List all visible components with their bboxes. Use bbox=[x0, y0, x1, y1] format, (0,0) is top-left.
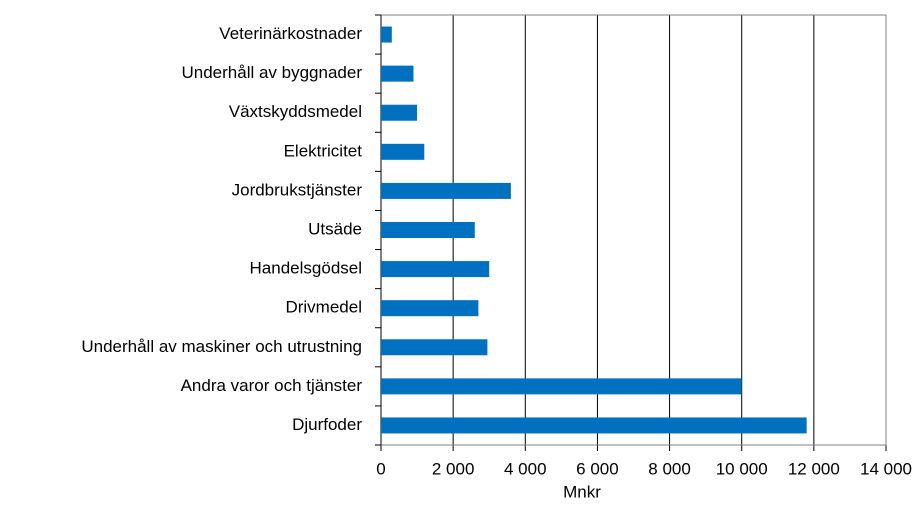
x-tick-label: 12 000 bbox=[788, 459, 840, 478]
bar bbox=[381, 339, 488, 356]
bar bbox=[381, 65, 414, 82]
y-tick-label: Djurfoder bbox=[292, 415, 362, 434]
bar bbox=[381, 417, 807, 434]
x-axis-label: Mnkr bbox=[563, 482, 601, 501]
x-tick-label: 6 000 bbox=[576, 459, 619, 478]
y-tick-label: Utsäde bbox=[308, 219, 362, 238]
y-tick-label: Veterinärkostnader bbox=[219, 24, 362, 43]
y-tick-label: Jordbrukstjänster bbox=[232, 180, 363, 199]
x-tick-label: 2 000 bbox=[432, 459, 475, 478]
bar bbox=[381, 378, 742, 395]
y-tick-label: Handelsgödsel bbox=[250, 259, 362, 278]
bar bbox=[381, 143, 425, 160]
bar bbox=[381, 26, 392, 43]
x-tick-label: 14 000 bbox=[860, 459, 912, 478]
x-tick-label: 0 bbox=[376, 459, 385, 478]
bar bbox=[381, 222, 475, 238]
y-tick-label: Underhåll av byggnader bbox=[181, 63, 362, 82]
bar bbox=[381, 104, 418, 121]
y-tick-label: Drivmedel bbox=[285, 298, 362, 317]
y-tick-label: Andra varor och tjänster bbox=[181, 376, 363, 395]
bar bbox=[381, 300, 479, 317]
y-tick-label: Underhåll av maskiner och utrustning bbox=[81, 337, 362, 356]
x-tick-label: 8 000 bbox=[648, 459, 691, 478]
bar bbox=[381, 182, 511, 199]
x-tick-label: 10 000 bbox=[716, 459, 768, 478]
x-tick-label: 4 000 bbox=[504, 459, 547, 478]
y-tick-label: Växtskyddsmedel bbox=[229, 102, 362, 121]
bar bbox=[381, 261, 490, 278]
y-tick-label: Elektricitet bbox=[284, 141, 363, 160]
